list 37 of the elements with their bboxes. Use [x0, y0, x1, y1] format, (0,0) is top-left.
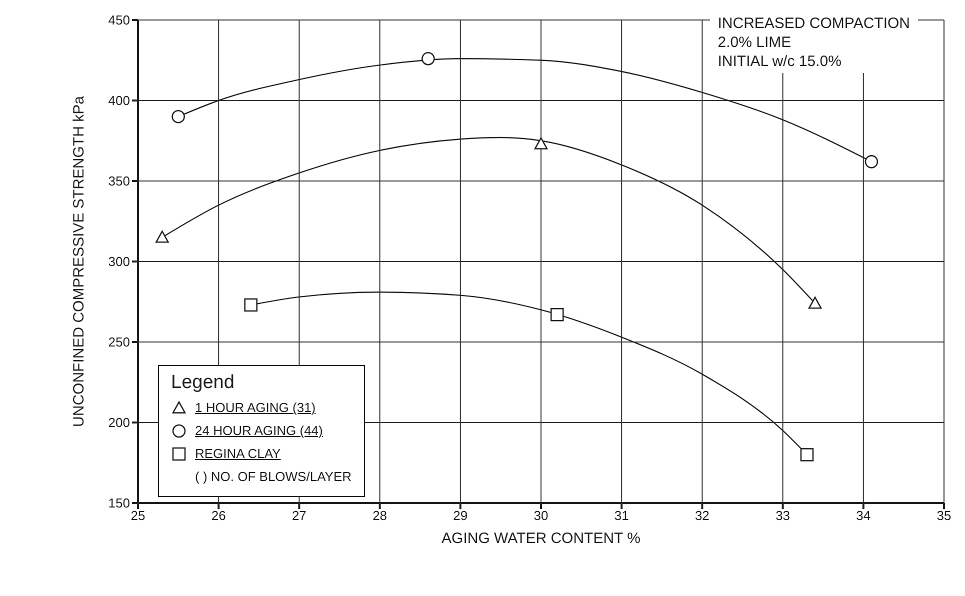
x-tick-label: 34: [856, 508, 871, 524]
point: [808, 296, 822, 309]
x-tick-label: 25: [130, 508, 146, 524]
x-tick-label: 35: [936, 508, 952, 524]
x-tick-label: 29: [453, 508, 468, 524]
x-axis-title: AGING WATER CONTENT %: [442, 530, 640, 547]
legend-title: Legend: [171, 372, 236, 394]
y-tick-label: 400: [108, 93, 130, 108]
annotation: INCREASED COMPACTION: [718, 14, 910, 33]
annotation: 2.0% LIME: [718, 33, 792, 52]
legend-label: REGINA CLAY: [195, 446, 281, 461]
point: [172, 110, 185, 124]
y-tick-label: 150: [108, 496, 130, 511]
x-tick-label: 27: [292, 508, 306, 524]
point: [800, 448, 814, 462]
point: [550, 308, 564, 322]
legend-label: 1 HOUR AGING (31): [195, 400, 316, 415]
point: [156, 230, 169, 243]
y-tick-label: 450: [108, 12, 130, 28]
point: [864, 155, 878, 168]
point: [534, 137, 548, 150]
y-tick-label: 200: [108, 415, 130, 430]
y-tick-label: 250: [108, 334, 130, 350]
y-tick-label: 300: [108, 254, 130, 270]
y-tick-label: 350: [108, 174, 130, 189]
x-tick-label: 30: [534, 508, 548, 524]
x-tick-label: 31: [614, 508, 629, 524]
x-tick-label: 32: [694, 508, 710, 524]
annotation: INITIAL w/c 15.0%: [718, 52, 842, 71]
y-axis-title: UNCONFINED COMPRESSIVE STRENGTH kPa: [70, 95, 88, 427]
x-tick-label: 26: [211, 508, 226, 524]
point: [244, 298, 258, 312]
point: [422, 52, 435, 66]
legend-label: 24 HOUR AGING (44): [195, 423, 323, 438]
annotation: ( ) NO. OF BLOWS/LAYER: [194, 468, 352, 486]
x-tick-label: 28: [372, 508, 388, 524]
x-tick-label: 33: [776, 508, 790, 524]
